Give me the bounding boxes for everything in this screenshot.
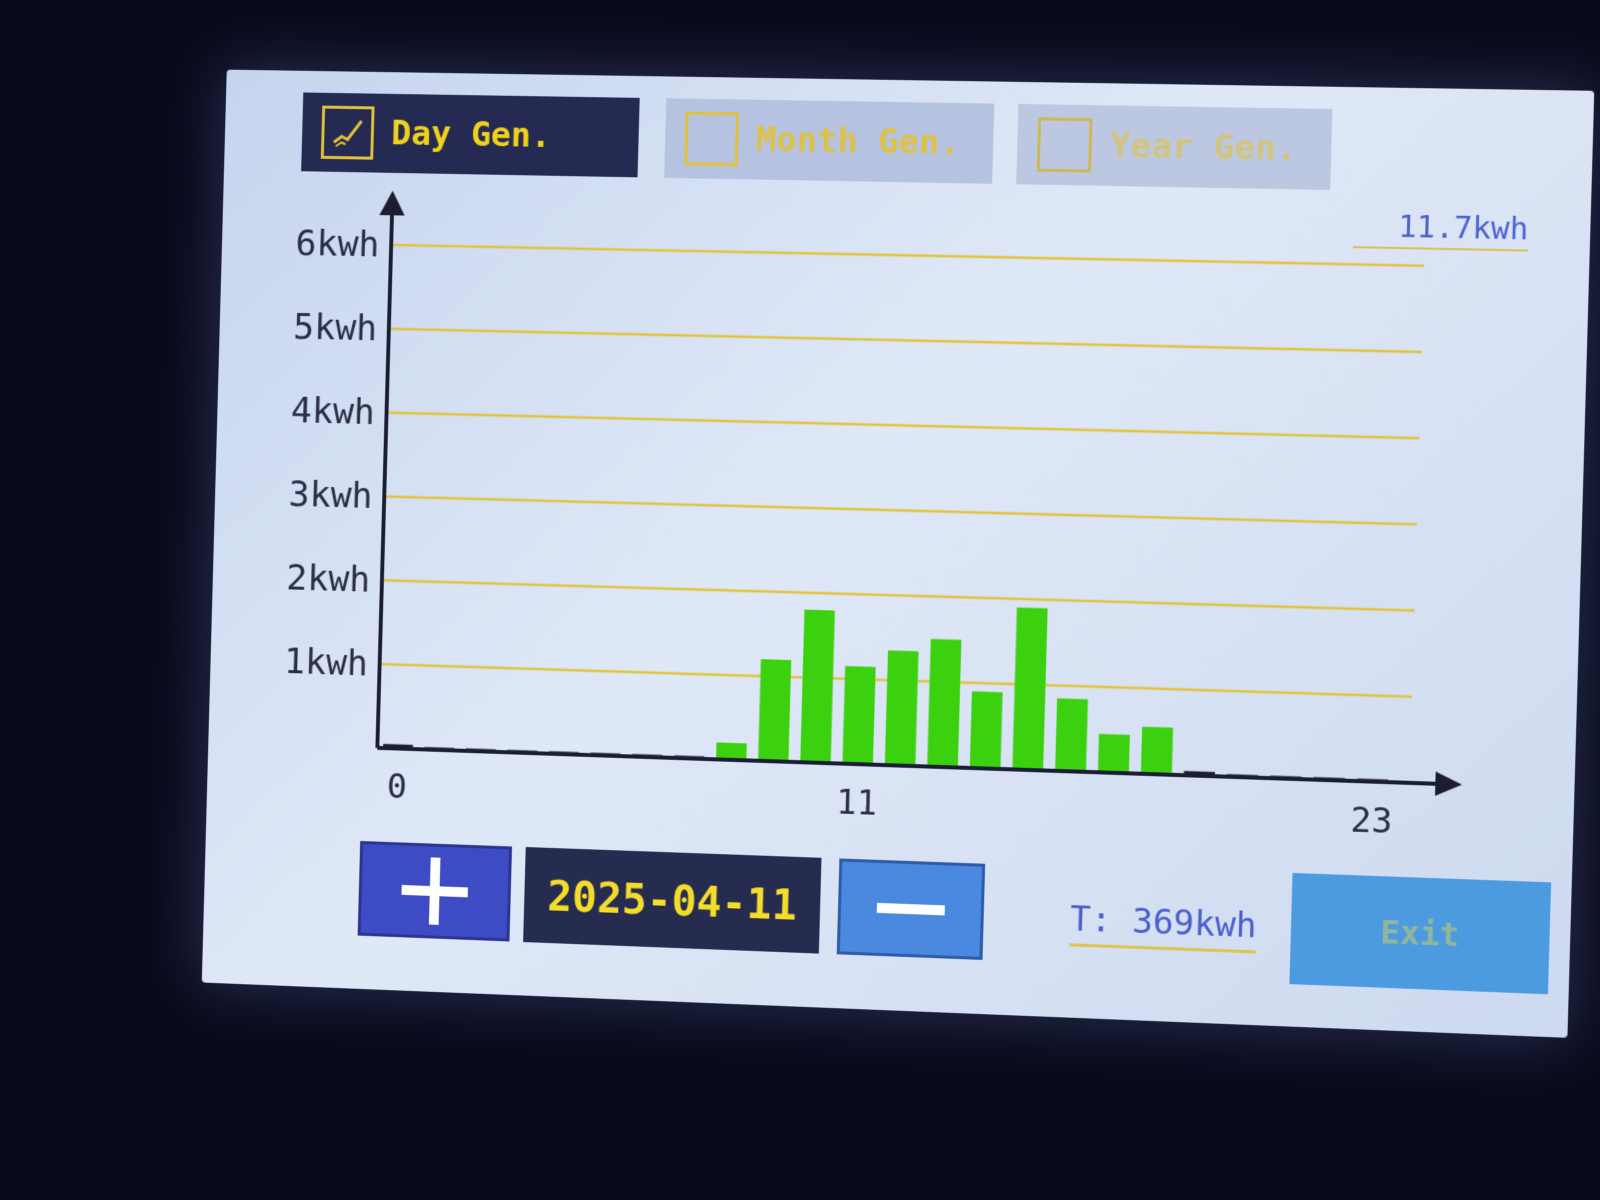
checkbox-icon — [1037, 117, 1093, 172]
y-tick-label: 3kwh — [288, 474, 373, 517]
bar-hour-17 — [1098, 734, 1130, 773]
next-date-button[interactable] — [358, 841, 512, 942]
checkbox-icon — [684, 112, 739, 167]
plus-icon — [395, 850, 475, 932]
bar-hour-9 — [758, 659, 791, 762]
checkbox-checked-icon — [321, 106, 375, 160]
y-tick-label: 4kwh — [290, 390, 375, 433]
bar-hour-15 — [1012, 607, 1047, 770]
gridline — [384, 496, 1417, 524]
y-tick-label: 2kwh — [286, 557, 371, 600]
bar-hour-12 — [885, 650, 919, 766]
y-tick-label: 1kwh — [284, 641, 369, 684]
bar-hour-18 — [1141, 727, 1173, 775]
gridline — [391, 245, 1424, 266]
exit-button-label: Exit — [1380, 913, 1460, 955]
previous-date-button[interactable] — [837, 858, 985, 960]
y-tick-label: 5kwh — [293, 307, 378, 350]
bar-hour-10 — [800, 610, 835, 764]
date-value: 2025-04-11 — [547, 871, 798, 929]
tab-year-gen-label: Year Gen. — [1109, 126, 1297, 170]
y-axis — [377, 201, 392, 748]
minus-icon — [870, 868, 952, 951]
gridline — [389, 329, 1422, 352]
x-tick-label: 11 — [836, 782, 878, 823]
x-tick-label: 0 — [386, 767, 407, 807]
x-tick-label: 23 — [1350, 800, 1393, 841]
x-axis-arrow — [1435, 772, 1462, 797]
date-display: 2025-04-11 — [523, 847, 821, 954]
y-tick-label: 6kwh — [295, 223, 380, 266]
device-screen: Day Gen. Month Gen. Year Gen. 11.7kwh 1k… — [202, 70, 1595, 1038]
gridline — [387, 413, 1420, 439]
bar-hour-16 — [1055, 698, 1088, 772]
tab-year-gen[interactable]: Year Gen. — [1016, 104, 1332, 190]
bar-hour-11 — [842, 666, 875, 765]
lifetime-total-readout: T: 369kwh — [1069, 899, 1257, 953]
tab-day-gen-label: Day Gen. — [391, 114, 552, 156]
gridline — [382, 580, 1415, 610]
exit-button[interactable]: Exit — [1289, 873, 1551, 994]
tab-day-gen[interactable]: Day Gen. — [301, 92, 640, 177]
tab-month-gen[interactable]: Month Gen. — [664, 98, 994, 184]
tab-month-gen-label: Month Gen. — [756, 120, 961, 163]
y-axis-arrow — [379, 190, 405, 215]
bar-hour-13 — [927, 639, 961, 768]
bar-hour-14 — [970, 691, 1003, 769]
day-generation-chart: 1kwh 2kwh 3kwh 4kwh 5kwh 6kwh 0 11 23 — [206, 168, 1591, 865]
